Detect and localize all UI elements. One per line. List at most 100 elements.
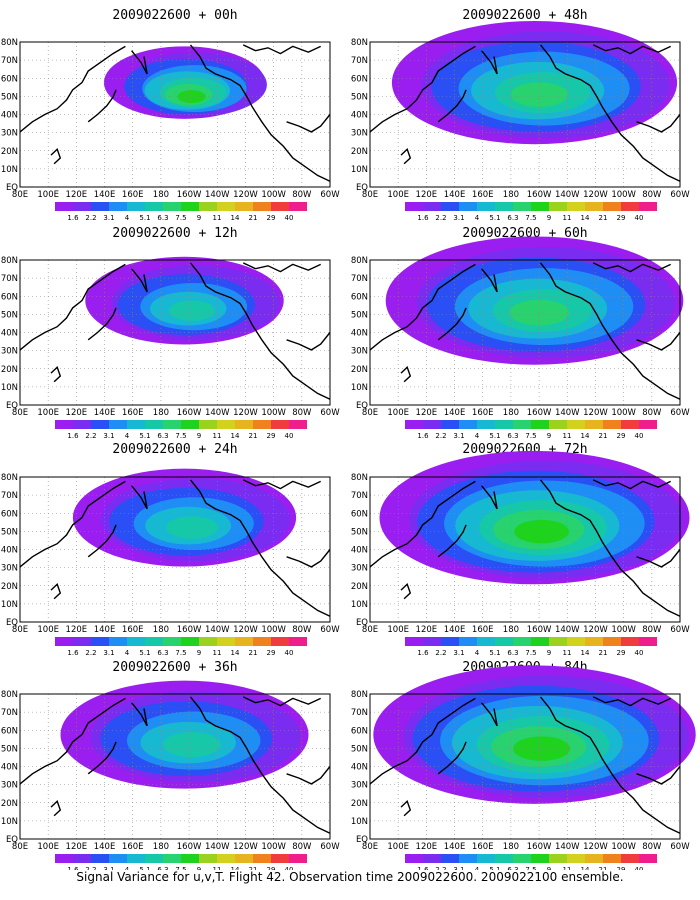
coastline (189, 44, 331, 182)
colorbar-label: 9 (547, 866, 551, 870)
colorbar-swatch (513, 420, 531, 429)
lon-tick-label: 180 (153, 842, 169, 852)
lat-tick-label: 10N (1, 817, 18, 827)
lon-tick-label: 80W (292, 842, 312, 852)
colorbar-label: 2.2 (85, 649, 96, 657)
colorbar-swatch (495, 854, 513, 863)
lon-tick-label: 180 (153, 408, 169, 418)
colorbar-label: 6.3 (157, 866, 168, 870)
map-border (19, 476, 331, 623)
coastline (87, 741, 117, 775)
lon-tick-label: 140E (94, 408, 116, 418)
colorbar-swatch (621, 854, 639, 863)
colorbar-swatch (127, 637, 145, 646)
lon-tick-label: 120E (66, 842, 88, 852)
coastline (189, 696, 331, 834)
colorbar-swatch (477, 854, 495, 863)
lon-tick-label: 180 (503, 625, 519, 635)
colorbar-label: 5.1 (139, 214, 150, 222)
colorbar-label: 4 (475, 432, 480, 440)
lat-tick-label: 70N (1, 274, 18, 284)
colorbar-label: 1.6 (417, 214, 429, 222)
lon-tick-label: 80W (642, 625, 662, 635)
lat-tick-label: 70N (351, 491, 368, 501)
colorbar-label: 21 (249, 214, 258, 222)
lon-tick-label: 80W (642, 408, 662, 418)
colorbar-label: 2.2 (435, 432, 446, 440)
figure-caption: Signal Variance for u,v,T. Flight 42. Ob… (76, 870, 624, 884)
colorbar-swatch (567, 854, 585, 863)
colorbar-label: 4 (125, 649, 130, 657)
lat-tick-label: 20N (351, 799, 368, 809)
lon-tick-label: 120E (66, 625, 88, 635)
coastline (539, 262, 681, 400)
lon-tick-label: 100E (387, 842, 409, 852)
colorbar-label: 1.6 (417, 432, 429, 440)
lon-tick-label: 160W (177, 625, 202, 635)
colorbar-label: 2.2 (435, 649, 446, 657)
lat-tick-label: EQ (356, 183, 368, 193)
colorbar-label: 3.1 (453, 649, 464, 657)
colorbar-swatch (477, 420, 495, 429)
colorbar-label: 14 (231, 214, 240, 222)
colorbar-label: 3.1 (103, 866, 114, 870)
colorbar-swatch (405, 202, 423, 211)
colorbar-swatch (199, 637, 217, 646)
colorbar-swatch (217, 420, 235, 429)
colorbar-swatch (91, 854, 109, 863)
coastline (19, 263, 126, 351)
lon-tick-label: 100W (261, 842, 286, 852)
lon-tick-label: 120W (233, 625, 258, 635)
lat-tick-label: 40N (1, 763, 18, 773)
lon-tick-label: 140E (94, 190, 116, 200)
colorbar-label: 9 (547, 649, 551, 657)
lat-tick-label: EQ (356, 401, 368, 411)
lon-tick-label: 60W (320, 408, 340, 418)
colorbar-label: 3.1 (453, 866, 464, 870)
colorbar-label: 29 (267, 432, 276, 440)
coastline (636, 332, 681, 351)
colorbar-label: 40 (285, 866, 294, 870)
colorbar-label: 1.6 (67, 866, 79, 870)
lon-tick-label: 140W (555, 625, 580, 635)
colorbar-label: 2.2 (435, 866, 446, 870)
lon-tick-label: 100E (387, 625, 409, 635)
colorbar-label: 14 (231, 866, 240, 870)
colorbar-label: 9 (547, 214, 551, 222)
colorbar-label: 40 (285, 649, 294, 657)
lon-tick-label: 140W (205, 625, 230, 635)
lat-tick-label: 30N (351, 347, 368, 357)
lat-tick-label: 70N (1, 491, 18, 501)
lon-tick-label: 160E (472, 408, 494, 418)
lon-tick-label: 120W (583, 408, 608, 418)
coastline (636, 114, 681, 133)
colorbar-label: 7.5 (175, 649, 186, 657)
lon-tick-label: 140W (205, 190, 230, 200)
colorbar-swatch (163, 637, 181, 646)
colorbar-swatch (621, 420, 639, 429)
lat-tick-label: 60N (1, 726, 18, 736)
colorbar-swatch (235, 637, 253, 646)
colorbar-swatch (73, 202, 91, 211)
colorbar-swatch (271, 202, 289, 211)
colorbar-swatch (235, 420, 253, 429)
lon-tick-label: 80E (12, 842, 28, 852)
lon-tick-label: 100W (611, 625, 636, 635)
lat-tick-label: 60N (1, 74, 18, 84)
colorbar-label: 4 (475, 649, 480, 657)
colorbar-label: 21 (249, 866, 258, 870)
lon-tick-label: 60W (320, 190, 340, 200)
lat-tick-label: 10N (1, 165, 18, 175)
coastline (400, 800, 412, 817)
lat-tick-label: 30N (1, 781, 18, 791)
colorbar-swatch (585, 420, 603, 429)
lat-tick-label: 50N (1, 310, 18, 320)
colorbar-swatch (55, 854, 73, 863)
lat-tick-label: 40N (351, 546, 368, 556)
colorbar-swatch (109, 854, 127, 863)
colorbar-swatch (199, 854, 217, 863)
lat-tick-label: 80N (351, 256, 368, 266)
lon-tick-label: 180 (503, 842, 519, 852)
colorbar-label: 21 (599, 214, 608, 222)
